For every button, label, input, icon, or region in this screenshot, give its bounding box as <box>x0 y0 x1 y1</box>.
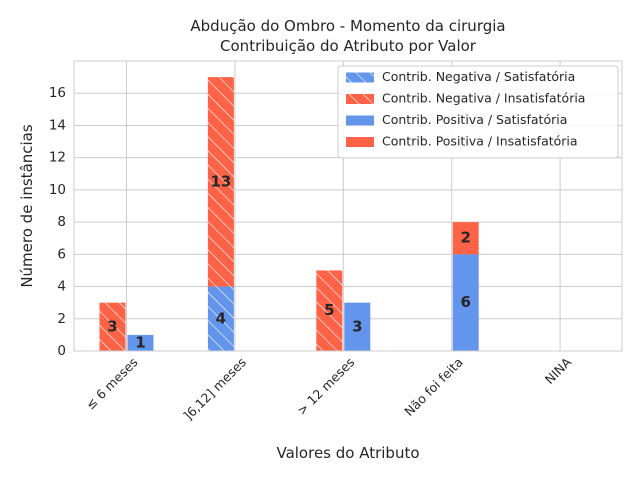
y-tick-label: 2 <box>57 311 66 327</box>
bar-hatch <box>207 286 234 351</box>
legend-label: Contrib. Negativa / Satisfatória <box>382 69 575 84</box>
plot-frame <box>73 60 623 352</box>
bar-segment <box>344 302 371 351</box>
y-tick-label: 8 <box>57 214 66 230</box>
bar-value-label: 4 <box>216 309 226 327</box>
legend-label: Contrib. Positiva / Satisfatória <box>382 112 567 127</box>
legend-label: Contrib. Negativa / Insatisfatória <box>382 91 585 106</box>
bars <box>99 77 479 351</box>
y-tick-label: 6 <box>57 246 66 262</box>
x-axis-ticks: ≤ 6 meses ]6,12] meses > 12 meses Não foi f… <box>83 354 575 423</box>
bar-value-label: 3 <box>107 317 117 335</box>
x-tick-label: Não foi feita <box>401 355 466 420</box>
bar-segment <box>452 222 479 255</box>
bar-value-label: 1 <box>135 333 145 351</box>
bar-hatch <box>99 302 126 351</box>
x-tick-label: ≤ 6 meses <box>83 355 141 413</box>
legend: Contrib. Negativa / Satisfatória Contrib.… <box>337 65 619 159</box>
legend-swatch-hatch <box>346 94 374 104</box>
y-axis-label: Número de instâncias <box>18 124 36 288</box>
legend-box <box>337 65 619 159</box>
x-axis-label: Valores do Atributo <box>276 444 419 462</box>
chart-title-line-1: Abdução do Ombro - Momento da cirurgia <box>190 17 505 35</box>
y-tick-label: 10 <box>49 182 66 198</box>
legend-swatch-hatch <box>346 72 374 83</box>
x-tick-label: NINA <box>542 354 575 387</box>
legend-swatch <box>346 115 374 126</box>
y-tick-label: 12 <box>49 150 66 166</box>
y-tick-label: 4 <box>57 279 66 295</box>
chart-title-line-2: Contribuição do Atributo por Valor <box>220 37 477 55</box>
legend-label: Contrib. Positiva / Insatisfatória <box>382 134 578 149</box>
x-tick-label: ]6,12] meses <box>180 355 249 424</box>
bar-value-label: 2 <box>460 229 470 247</box>
bar-segment <box>127 334 154 351</box>
legend-swatch <box>346 137 374 147</box>
bar-hatch <box>207 77 234 287</box>
bar-hatch <box>316 270 343 351</box>
bar-value-label: 13 <box>210 172 231 190</box>
bar-value-label: 3 <box>352 317 362 335</box>
y-tick-label: 14 <box>49 117 66 133</box>
bar-value-label: 6 <box>460 293 470 311</box>
bar-value-label: 5 <box>324 301 334 319</box>
x-tick-label: > 12 meses <box>294 355 358 419</box>
y-tick-label: 0 <box>57 343 66 359</box>
bar-segment <box>452 254 479 351</box>
y-tick-label: 16 <box>49 85 66 101</box>
y-axis-ticks: 0 2 4 6 8 10 12 14 16 <box>49 85 66 359</box>
